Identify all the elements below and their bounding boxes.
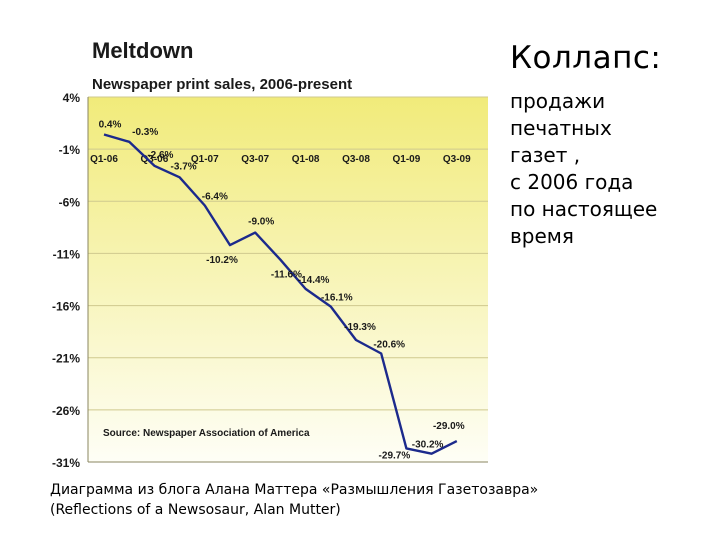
chart-source: Source: Newspaper Association of America	[103, 428, 310, 439]
slide-description-line: с 2006 года	[510, 170, 634, 194]
data-label: -3.7%	[171, 161, 197, 172]
slide-description: продажи печатных газет , с 2006 года по …	[510, 88, 715, 250]
series-line	[103, 133, 458, 455]
y-axis-ticks: 4% -1% -6% -11% -16% -21% -26% -31%	[52, 91, 80, 470]
x-tick-label: Q3-07	[241, 154, 269, 165]
slide-title: Коллапс:	[510, 40, 662, 76]
data-label: -9.0%	[248, 217, 274, 228]
y-tick-label: -31%	[52, 456, 80, 470]
x-tick-label: Q1-08	[292, 154, 320, 165]
data-label: -20.6%	[373, 340, 405, 351]
plot-area	[88, 97, 488, 462]
slide-description-line: печатных	[510, 116, 612, 140]
data-label: -19.3%	[344, 322, 376, 333]
y-tick-label: -16%	[52, 300, 80, 314]
x-tick-label: Q1-07	[191, 154, 219, 165]
x-tick-label: Q3-09	[443, 154, 471, 165]
data-label: -14.4%	[298, 275, 330, 286]
x-tick-label: Q1-06	[90, 154, 118, 165]
slide-description-line: по настоящее	[510, 197, 658, 221]
caption-line: Диаграмма из блога Алана Маттера «Размыш…	[50, 482, 539, 498]
slide-description-line: время	[510, 224, 574, 248]
data-labels: 0.4% -0.3% -2.6%-3.7% -6.4% -10.2% -9.0% -11.6…	[99, 120, 465, 462]
x-tick-label: Q3-08	[342, 154, 370, 165]
caption-line: (Reflections of a Newsosaur, Alan Mutter…	[50, 502, 341, 518]
grid-lines	[87, 96, 488, 463]
y-tick-label: 4%	[63, 91, 81, 105]
data-label: -29.0%	[433, 421, 465, 432]
y-tick-label: -1%	[59, 143, 81, 157]
caption: Диаграмма из блога Алана Маттера «Размыш…	[50, 480, 710, 520]
data-label: -6.4%	[202, 191, 228, 202]
chart-title: Meltdown	[92, 38, 193, 63]
chart: Meltdown Newspaper print sales, 2006-pre…	[52, 38, 488, 470]
data-label: -29.7%	[379, 450, 411, 461]
data-label: -0.3%	[132, 127, 158, 138]
slide-description-line: продажи	[510, 89, 606, 113]
y-tick-label: -6%	[59, 195, 81, 209]
y-tick-label: -26%	[52, 404, 80, 418]
y-tick-label: -11%	[53, 247, 81, 261]
x-axis-ticks: Q1-06 Q3-06 Q1-07 Q3-07 Q1-08 Q3-08 Q1-09 Q3-09	[90, 154, 471, 165]
x-tick-label: Q1-09	[393, 154, 421, 165]
data-label: -11.6%	[271, 270, 302, 281]
data-label: -2.6%	[147, 150, 173, 161]
y-tick-label: -21%	[52, 352, 80, 366]
data-label: 0.4%	[99, 120, 122, 131]
slide-description-line: газет ,	[510, 143, 581, 167]
data-label: -30.2%	[412, 440, 444, 451]
chart-subtitle: Newspaper print sales, 2006-present	[92, 76, 352, 93]
x-tick-label: Q3-06	[141, 154, 169, 165]
data-label: -10.2%	[206, 255, 238, 266]
data-label: -16.1%	[321, 293, 353, 304]
